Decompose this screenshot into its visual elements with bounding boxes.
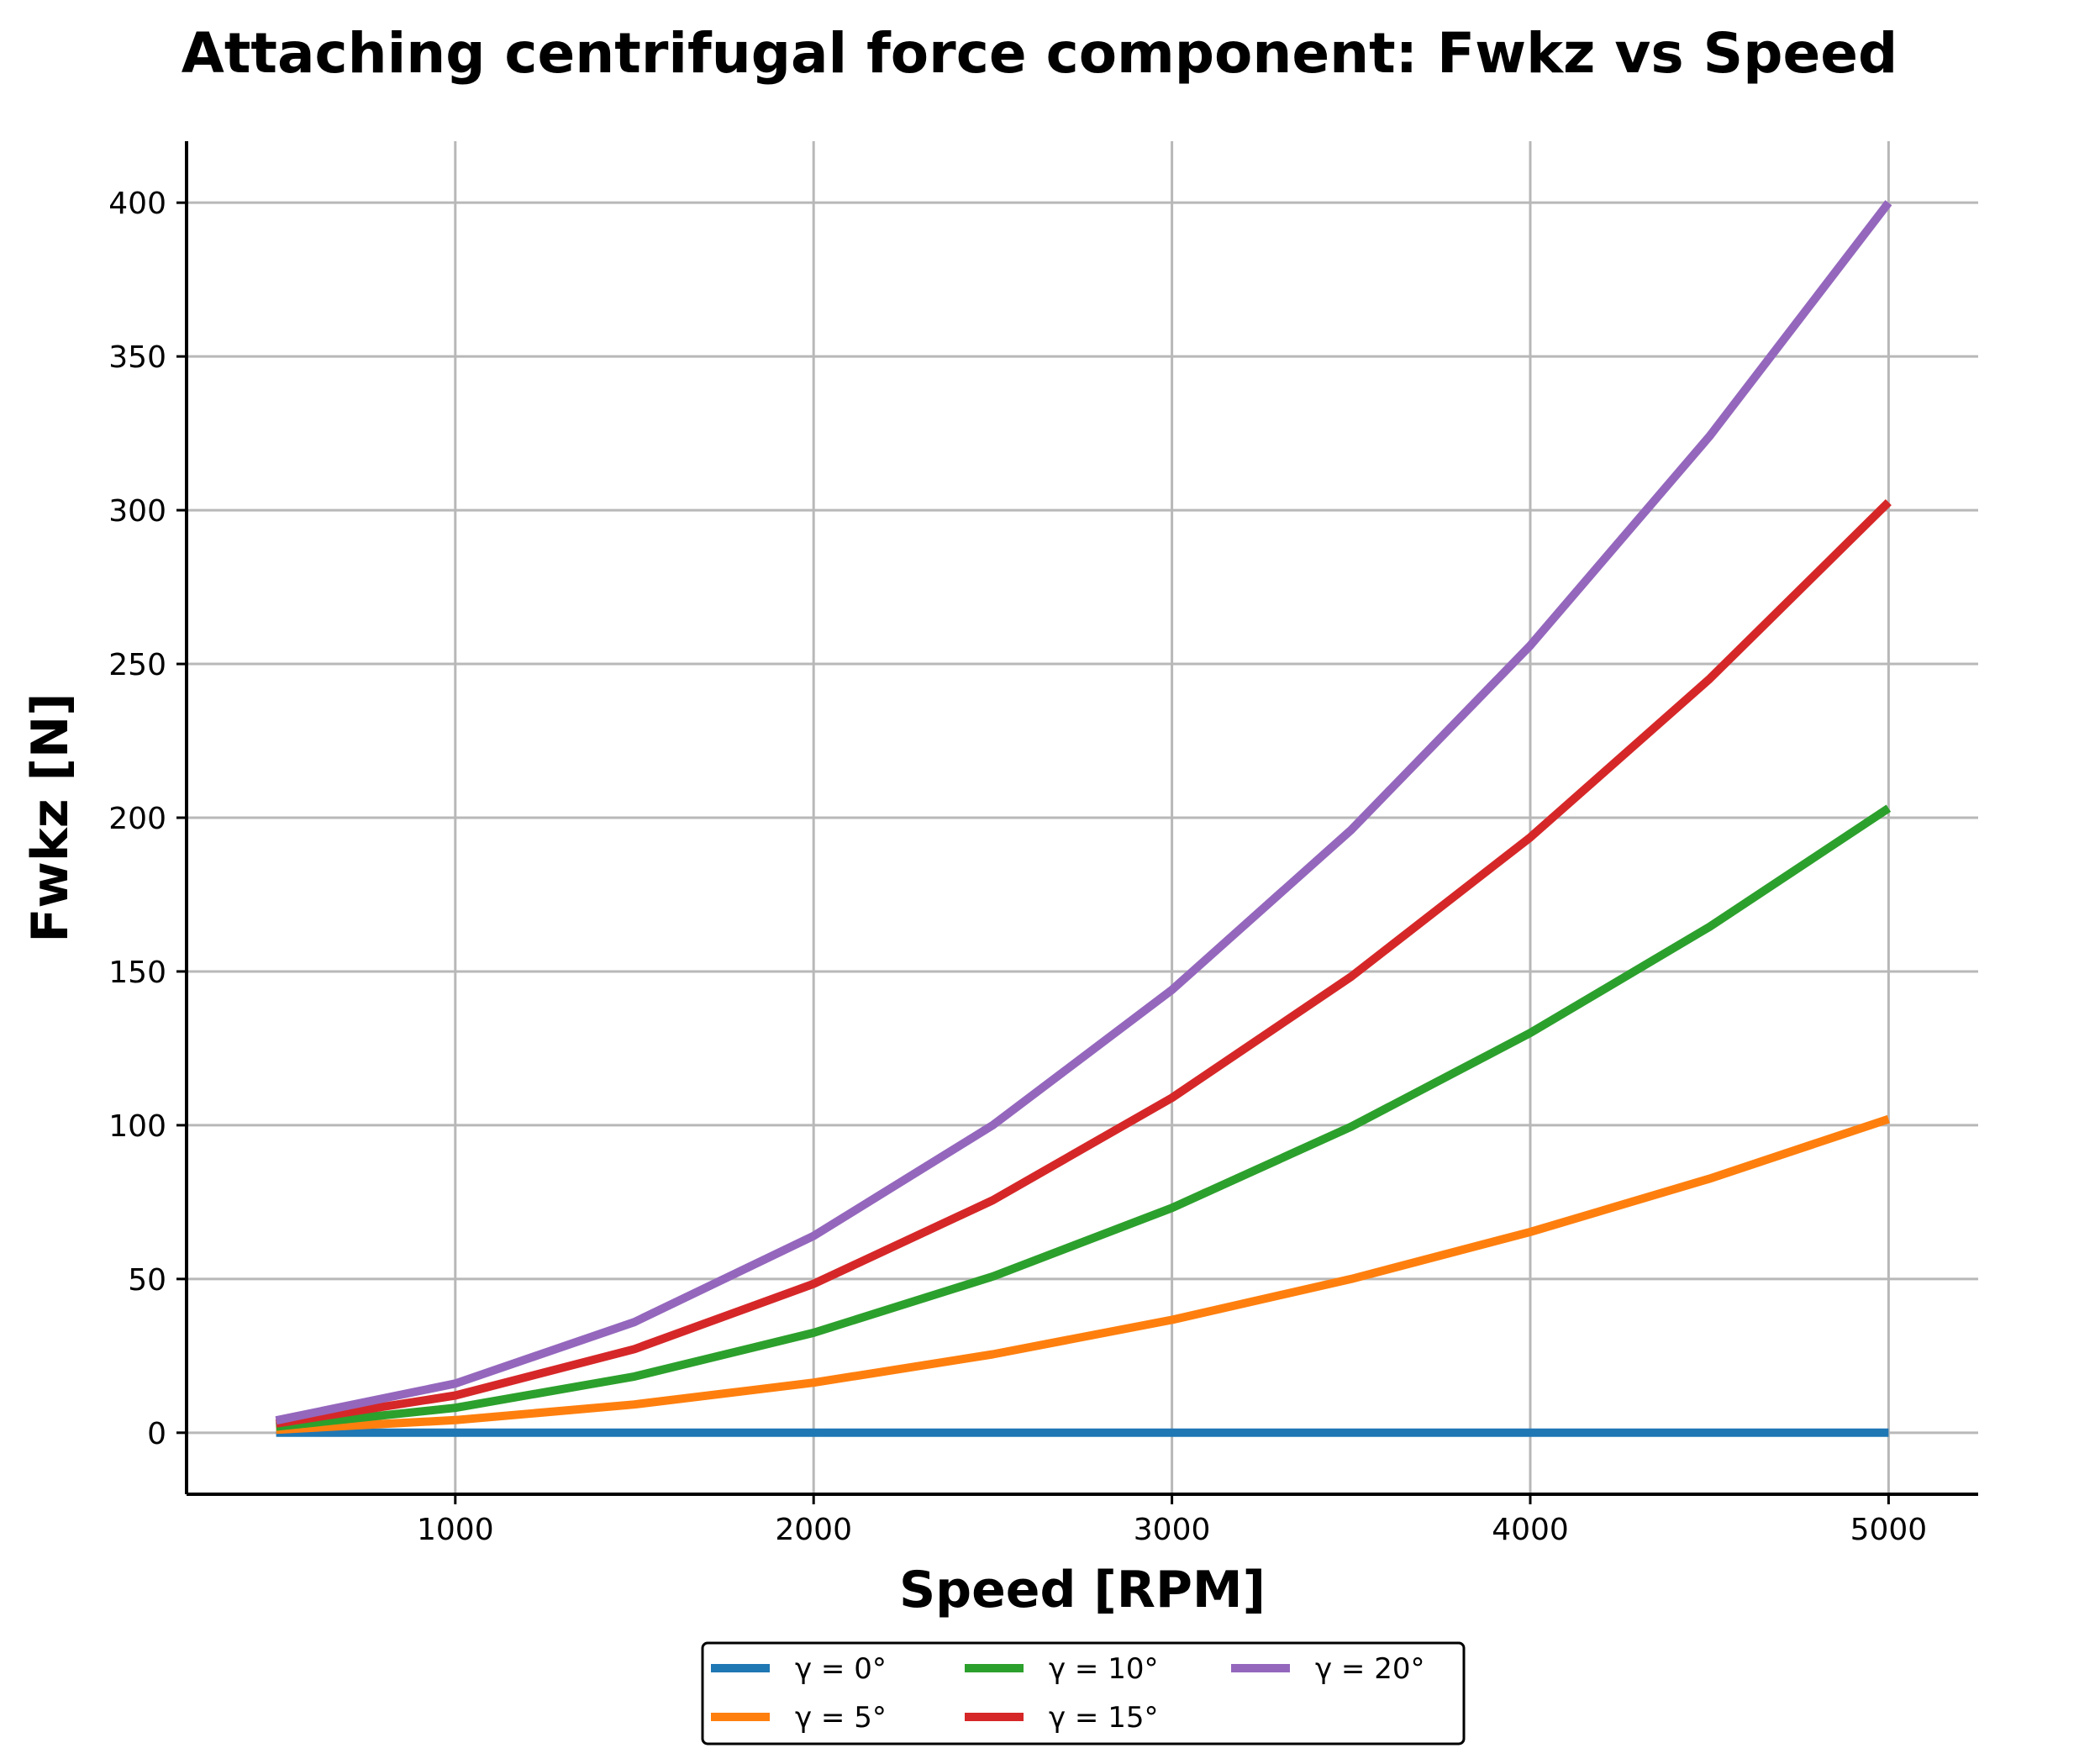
x-ticks: 1000 2000 3000 4000 5000 — [417, 1494, 1927, 1547]
series-line-4 — [275, 200, 1892, 1425]
y-tick-label: 150 — [108, 956, 166, 990]
y-tick-label: 400 — [108, 187, 166, 221]
x-tick-label: 1000 — [417, 1513, 494, 1547]
y-ticks: 0 50 100 150 200 250 300 350 400 — [108, 187, 187, 1451]
x-tick-label: 4000 — [1492, 1513, 1569, 1547]
x-tick-label: 2000 — [775, 1513, 852, 1547]
x-axis-label: Speed [RPM] — [899, 1561, 1266, 1619]
legend-label-3: γ = 15° — [1049, 1701, 1159, 1735]
legend-label-0: γ = 0° — [795, 1652, 887, 1686]
series-line-1 — [276, 1114, 1890, 1435]
x-tick-label: 3000 — [1134, 1513, 1211, 1547]
y-tick-label: 350 — [108, 340, 166, 375]
legend: γ = 0° γ = 5° γ = 10° γ = 15° γ = 20° — [701, 1641, 1466, 1746]
y-axis-label: Fwkz [N] — [21, 692, 80, 942]
y-tick-label: 0 — [147, 1417, 166, 1451]
legend-label-4: γ = 20° — [1315, 1652, 1425, 1686]
y-tick-label: 250 — [108, 648, 166, 682]
series-line-3 — [275, 499, 1892, 1428]
y-tick-label: 100 — [108, 1109, 166, 1144]
y-tick-label: 50 — [128, 1263, 166, 1298]
chart-title: Attaching centrifugal force component: F… — [182, 21, 1897, 86]
legend-label-1: γ = 5° — [795, 1701, 887, 1735]
y-tick-label: 200 — [108, 802, 166, 836]
x-tick-label: 5000 — [1850, 1513, 1928, 1547]
series-line-2 — [276, 804, 1892, 1431]
y-tick-label: 300 — [108, 494, 166, 529]
legend-label-2: γ = 10° — [1049, 1652, 1159, 1686]
series-lines — [275, 200, 1892, 1437]
